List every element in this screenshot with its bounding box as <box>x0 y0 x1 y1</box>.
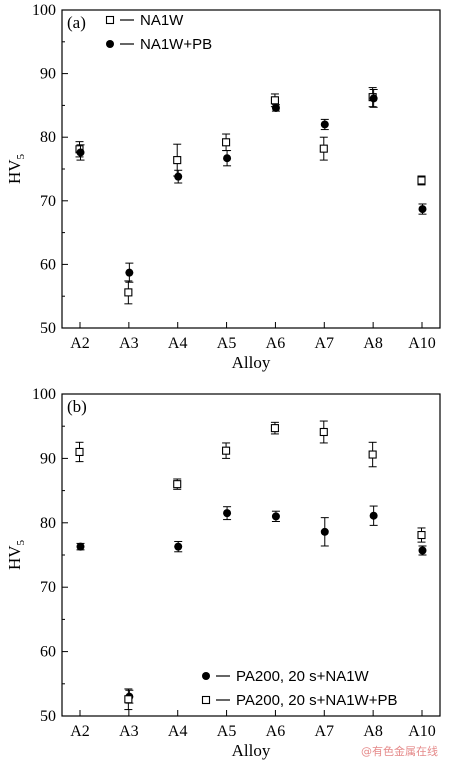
y-tick-label: 50 <box>40 320 56 337</box>
y-tick-label: 80 <box>40 129 56 146</box>
panel-label: (a) <box>67 13 86 32</box>
x-tick-label: A4 <box>168 723 188 740</box>
data-point <box>417 176 426 185</box>
legend-marker <box>201 695 211 705</box>
data-point <box>418 205 427 214</box>
data-point <box>368 450 377 459</box>
plot-frame <box>61 9 441 329</box>
legend-entry: PA200, 20 s+NA1W <box>236 668 370 685</box>
x-tick-label: A8 <box>363 335 383 352</box>
y-tick-label: 100 <box>32 2 56 19</box>
x-tick-label: A7 <box>315 335 335 352</box>
data-point <box>75 447 84 457</box>
y-tick-label: 70 <box>40 579 56 596</box>
data-point <box>124 695 133 704</box>
data-point <box>270 424 279 433</box>
panel-b-chart: 50 60 70 80 90 100 A2 A3 A4 A5 A6 A7 A8 A10 Alloy HV5 (b… <box>5 386 441 760</box>
y-tick-label: 80 <box>40 515 56 532</box>
data-point <box>271 512 280 521</box>
x-tick-label: A5 <box>217 335 237 352</box>
data-point <box>320 527 329 536</box>
data-point <box>319 144 328 153</box>
x-tick-label: A7 <box>315 723 335 740</box>
data-point <box>173 156 182 165</box>
x-tick-label: A10 <box>408 723 436 740</box>
x-tick-label: A2 <box>70 335 90 352</box>
x-tick-label: A6 <box>266 723 286 740</box>
legend-entry: PA200, 20 s+NA1W+PB <box>236 692 397 709</box>
data-point <box>222 138 231 147</box>
panel-label: (b) <box>67 397 87 416</box>
x-tick-label: A5 <box>217 723 237 740</box>
data-point <box>320 120 329 129</box>
data-point <box>319 427 328 437</box>
x-tick-label: A2 <box>70 723 90 740</box>
x-tick-label: A3 <box>119 335 139 352</box>
y-tick-label: 100 <box>32 386 56 403</box>
data-point <box>173 480 182 489</box>
x-axis-title: Alloy <box>232 741 271 760</box>
x-axis-title: Alloy <box>232 353 271 372</box>
legend-marker <box>106 40 114 48</box>
data-point <box>174 172 183 181</box>
data-point <box>124 288 133 297</box>
data-point <box>76 542 85 551</box>
y-axis-title: HV5 <box>5 539 27 570</box>
data-point <box>271 103 280 112</box>
data-point <box>223 509 232 518</box>
data-point <box>76 148 85 157</box>
y-tick-label: 60 <box>40 256 56 273</box>
data-point <box>369 94 378 103</box>
x-tick-label: A6 <box>266 335 286 352</box>
data-point <box>174 542 183 551</box>
y-axis-title: HV5 <box>5 153 27 184</box>
data-point <box>125 268 134 277</box>
y-tick-label: 90 <box>40 66 56 83</box>
legend-entry: NA1W+PB <box>140 36 212 53</box>
y-tick-label: 50 <box>40 708 56 725</box>
x-tick-label: A8 <box>363 723 383 740</box>
y-tick-label: 60 <box>40 644 56 661</box>
panel-a-chart: 50 60 70 80 90 100 A2 A3 A4 A5 A6 A7 A8 A10 Alloy HV5 (a… <box>5 2 441 372</box>
x-tick-label: A3 <box>119 723 139 740</box>
x-tick-label: A10 <box>408 335 436 352</box>
data-point <box>417 530 426 540</box>
x-tick-label: A4 <box>168 335 188 352</box>
legend-marker <box>202 672 210 680</box>
legend-entry: NA1W <box>140 12 184 29</box>
data-point <box>222 446 231 455</box>
y-tick-label: 90 <box>40 450 56 467</box>
data-point <box>418 546 427 555</box>
data-point <box>223 154 232 163</box>
watermark-text: @有色金属在线 <box>361 745 438 758</box>
legend-marker <box>105 15 115 25</box>
y-tick-label: 70 <box>40 193 56 210</box>
data-point <box>270 96 279 105</box>
data-point <box>369 511 378 520</box>
